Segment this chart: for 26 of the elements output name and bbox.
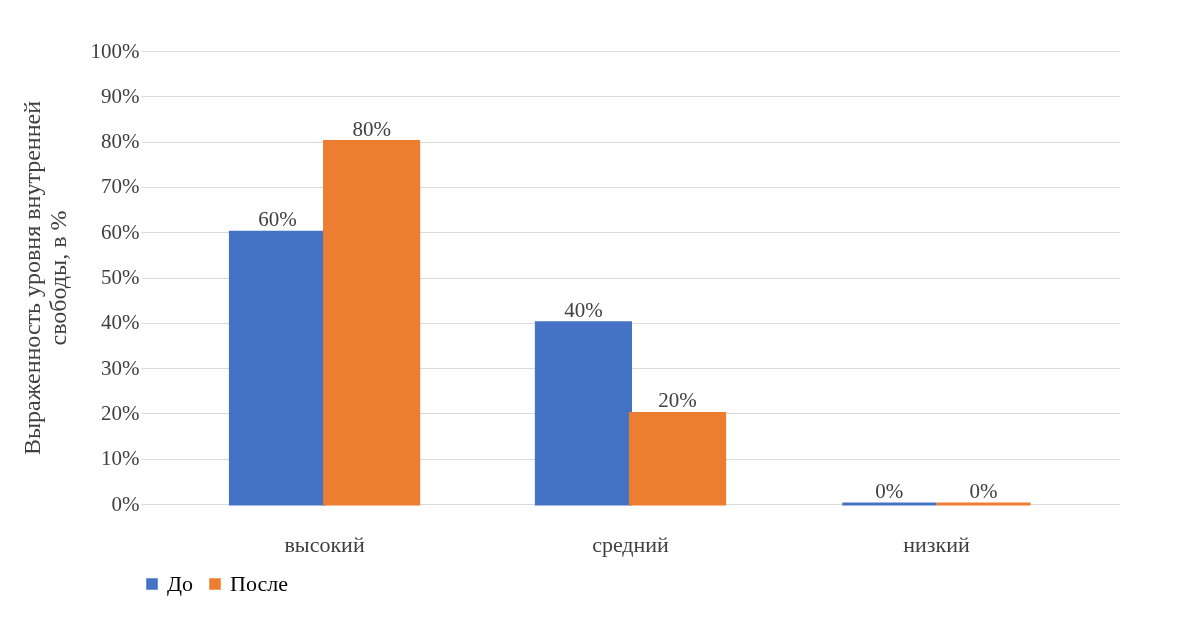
- y-tick-label: 100%: [90, 38, 140, 63]
- x-tick-label: низкий: [903, 531, 970, 557]
- x-tick-label: высокий: [284, 531, 365, 557]
- y-tick-label: 20%: [101, 400, 140, 425]
- y-tick-label: 90%: [101, 83, 140, 108]
- x-tick-label: средний: [592, 531, 670, 557]
- legend-label: До: [167, 571, 194, 596]
- y-tick-label: 30%: [101, 355, 140, 380]
- y-tick-label: 60%: [101, 219, 140, 244]
- data-label: 40%: [564, 297, 603, 322]
- y-tick-label: 50%: [101, 265, 140, 289]
- legend-label: После: [230, 571, 288, 596]
- y-tick-label: 80%: [101, 129, 140, 154]
- y-axis-title: Выраженность уровня внутренней свободы, в %: [18, 100, 71, 456]
- data-label: 60%: [258, 207, 297, 232]
- data-label: 0%: [969, 479, 998, 503]
- y-tick-label: 70%: [101, 174, 140, 199]
- bar: [534, 321, 632, 506]
- data-label: 80%: [352, 116, 391, 141]
- data-label: 20%: [658, 388, 697, 413]
- y-tick-label: 40%: [101, 310, 140, 335]
- bar: [629, 411, 727, 506]
- data-label: 0%: [875, 479, 904, 503]
- y-tick-label: 10%: [101, 446, 140, 471]
- bar: [323, 140, 421, 506]
- y-tick-label: 0%: [111, 491, 140, 516]
